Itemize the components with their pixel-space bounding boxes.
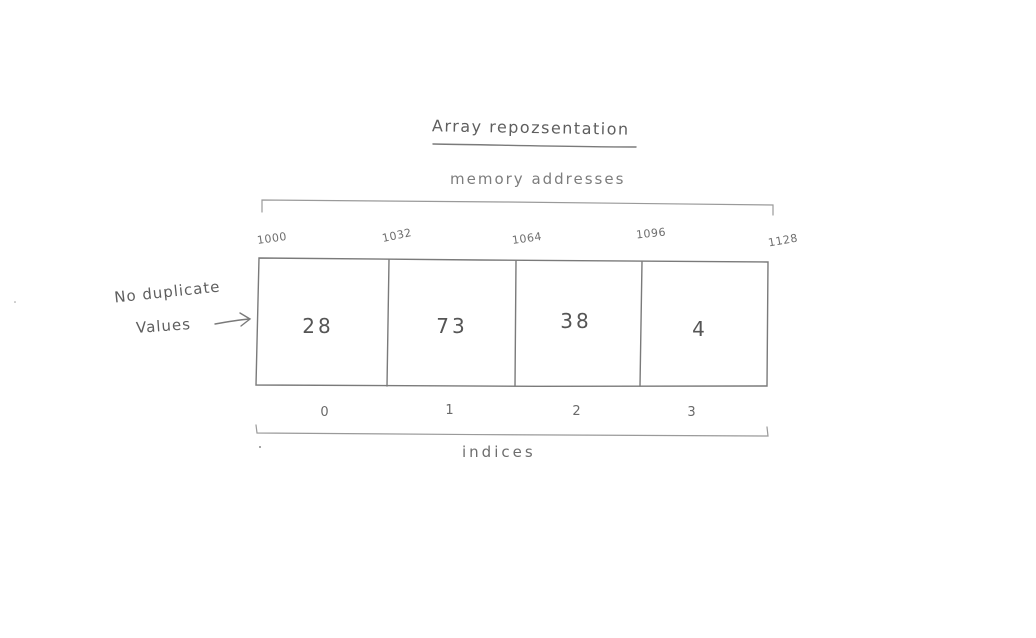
array-cell-value: 28 <box>302 314 334 338</box>
array-index-label: 3 <box>687 405 697 420</box>
indices-bracket <box>255 424 769 437</box>
array-cell-value: 38 <box>560 309 592 333</box>
array-index-label: 2 <box>572 404 582 419</box>
indices-caption: indices <box>462 443 536 461</box>
cell-divider-2 <box>514 260 517 387</box>
array-cell-value: 4 <box>692 317 708 341</box>
annotation-line-2: Values <box>135 315 192 337</box>
annotation-arrow <box>214 318 250 325</box>
title-underline <box>432 143 637 148</box>
array-index-label: 1 <box>445 403 455 418</box>
cell-divider-3 <box>639 261 643 387</box>
memory-addresses-caption: memory addresses <box>450 170 626 188</box>
stray-mark <box>14 301 16 303</box>
array-box <box>255 257 769 388</box>
array-index-label: 0 <box>320 405 330 420</box>
address-bracket <box>261 199 774 216</box>
array-cell-value: 73 <box>436 314 468 338</box>
diagram-title: Array repozsentation <box>431 116 630 139</box>
cell-divider-1 <box>386 259 390 387</box>
annotation-arrowhead <box>239 312 252 327</box>
stray-mark <box>259 446 261 448</box>
